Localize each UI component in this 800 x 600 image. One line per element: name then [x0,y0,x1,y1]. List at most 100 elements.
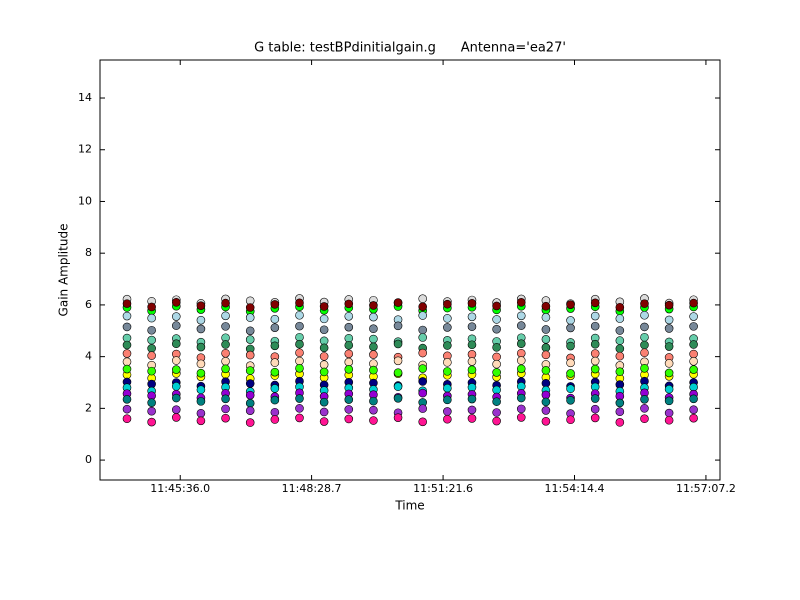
point [590,364,600,374]
point [319,397,329,407]
point [467,357,477,366]
point [541,301,551,311]
y-tick-label: 14 [78,91,92,104]
point [344,299,354,309]
point [566,316,575,325]
point [492,416,501,426]
point [566,358,575,368]
point [295,404,304,413]
point [369,334,378,344]
point [664,324,674,333]
point [344,311,354,321]
point [171,413,181,422]
point [492,315,501,324]
point [393,393,403,403]
point [171,393,181,403]
point [640,310,649,320]
point [147,406,156,416]
point [295,394,304,403]
point [270,358,280,367]
point [664,384,674,394]
point [492,352,501,362]
point [541,397,551,407]
point [615,367,625,376]
point [541,313,551,322]
point [122,357,132,367]
point [245,379,255,388]
point [590,413,600,423]
point [590,394,600,403]
point [418,377,428,386]
point [516,339,526,349]
point [418,325,428,335]
point [245,335,255,344]
point [689,312,698,321]
point [122,299,132,308]
point [344,395,354,404]
point [541,350,551,360]
point [566,323,575,333]
point [319,343,329,353]
point [689,405,698,414]
point [615,314,625,323]
point [418,364,428,373]
point [270,407,280,417]
point [615,407,625,417]
point [689,356,698,366]
point [443,407,452,416]
point [689,394,698,404]
point [369,396,378,406]
point [245,406,255,415]
point [221,348,230,358]
point [590,298,600,308]
point [319,302,329,311]
point [295,339,304,349]
point [492,408,501,417]
point [516,298,526,307]
point [171,365,181,374]
point [590,356,600,366]
point [319,325,329,335]
point [615,336,625,345]
point [615,418,625,427]
point [147,398,156,407]
point [319,314,329,324]
point [541,325,551,334]
point [270,384,280,393]
point [566,341,575,351]
point [467,365,477,375]
point [664,368,674,378]
x-axis-label: Time [394,499,424,513]
point [467,394,477,404]
point [689,298,698,308]
point [221,340,230,349]
point [221,298,230,308]
point [566,384,575,394]
point [295,348,304,358]
chart-title: G table: testBPdinitialgain.g Antenna='e… [254,41,566,56]
x-tick-label: 11:45:36.0 [150,482,210,495]
point [516,356,526,365]
point [147,302,156,312]
point [147,351,156,360]
point [295,321,304,331]
point [319,367,329,377]
point [615,398,625,408]
x-tick-label: 11:57:07.2 [676,482,736,495]
point [319,417,329,426]
y-tick-label: 12 [78,143,92,156]
point [640,395,649,404]
point [270,367,280,377]
point [443,341,452,350]
point [245,313,255,322]
point [492,301,501,311]
point [443,323,452,332]
point [443,383,452,393]
point [443,314,452,323]
point [393,368,403,377]
point [492,359,501,369]
point [590,311,600,321]
point [344,365,354,374]
point [640,332,649,342]
